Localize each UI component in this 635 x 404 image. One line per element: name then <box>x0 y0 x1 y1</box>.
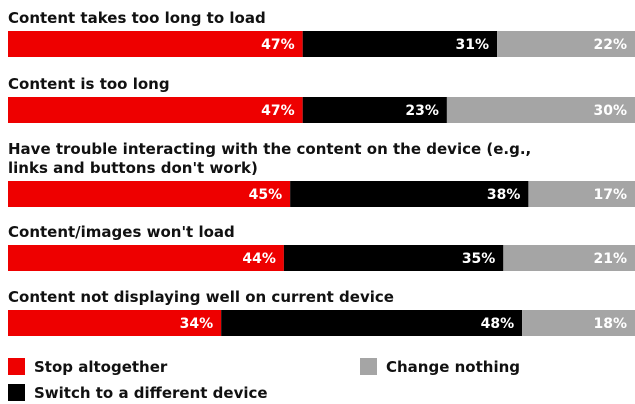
bar-segment <box>528 181 635 207</box>
data-label: 17% <box>593 187 627 203</box>
data-label: 21% <box>593 251 627 267</box>
data-label: 30% <box>593 103 627 119</box>
category-label: Have trouble interacting with the conten… <box>8 140 531 158</box>
bar-segment <box>522 310 635 336</box>
bar-segment <box>221 310 523 336</box>
legend-entry: Change nothing <box>386 358 520 376</box>
bar-segment <box>302 31 498 57</box>
category-label: Content/images won't load <box>8 223 235 241</box>
bar-segment <box>8 181 291 207</box>
legend-entry: Switch to a different device <box>34 384 268 402</box>
data-label: 38% <box>487 187 521 203</box>
bar-segment <box>8 310 222 336</box>
data-label: 44% <box>242 251 276 267</box>
data-label: 35% <box>462 251 496 267</box>
legend-swatch <box>8 384 25 401</box>
bar-segment <box>290 181 529 207</box>
legend-swatch <box>8 358 25 375</box>
legend-entry: Stop altogether <box>34 358 168 376</box>
data-label: 48% <box>481 316 515 332</box>
data-label: 18% <box>593 316 627 332</box>
legend-swatch <box>360 358 377 375</box>
bar-segment <box>8 31 303 57</box>
bar-segment <box>302 97 447 123</box>
bar-segment <box>446 97 635 123</box>
category-label: Content not displaying well on current d… <box>8 288 394 306</box>
category-label: links and buttons don't work) <box>8 159 258 177</box>
bar-segment <box>283 245 504 271</box>
data-label: 47% <box>261 37 295 53</box>
bar-segment <box>8 97 303 123</box>
data-label: 23% <box>405 103 439 119</box>
bar-segment <box>497 31 635 57</box>
data-label: 22% <box>593 37 627 53</box>
data-label: 47% <box>261 103 295 119</box>
data-label: 31% <box>456 37 490 53</box>
category-label: Content is too long <box>8 75 170 93</box>
category-label: Content takes too long to load <box>8 9 266 27</box>
data-label: 34% <box>180 316 214 332</box>
data-label: 45% <box>249 187 283 203</box>
bar-segment <box>503 245 635 271</box>
bar-segment <box>8 245 284 271</box>
